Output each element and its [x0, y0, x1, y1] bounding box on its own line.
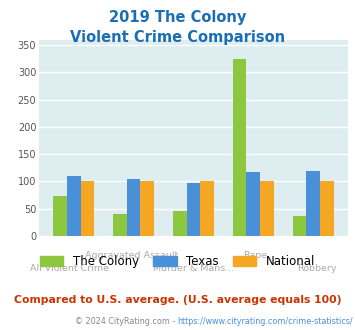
- Bar: [246, 172, 260, 236]
- Text: All Violent Crime: All Violent Crime: [31, 264, 109, 273]
- Text: © 2024 CityRating.com -: © 2024 CityRating.com -: [75, 317, 178, 326]
- Bar: [260, 182, 274, 236]
- Bar: [113, 214, 127, 236]
- Bar: [127, 179, 141, 236]
- Text: https://www.cityrating.com/crime-statistics/: https://www.cityrating.com/crime-statist…: [178, 317, 353, 326]
- Text: Rape: Rape: [243, 251, 267, 260]
- Text: Violent Crime Comparison: Violent Crime Comparison: [70, 30, 285, 45]
- Text: 2019 The Colony: 2019 The Colony: [109, 10, 246, 25]
- Bar: [200, 182, 214, 236]
- Text: Robbery: Robbery: [297, 264, 337, 273]
- Text: Murder & Mans...: Murder & Mans...: [153, 264, 234, 273]
- Bar: [233, 59, 246, 236]
- Text: Compared to U.S. average. (U.S. average equals 100): Compared to U.S. average. (U.S. average …: [14, 295, 341, 305]
- Bar: [173, 212, 187, 236]
- Bar: [187, 183, 200, 236]
- Bar: [293, 216, 306, 236]
- Text: Aggravated Assault: Aggravated Assault: [85, 251, 178, 260]
- Legend: The Colony, Texas, National: The Colony, Texas, National: [35, 250, 320, 273]
- Bar: [67, 176, 81, 236]
- Bar: [53, 196, 67, 236]
- Bar: [306, 171, 320, 236]
- Bar: [141, 182, 154, 236]
- Bar: [320, 182, 334, 236]
- Bar: [81, 182, 94, 236]
